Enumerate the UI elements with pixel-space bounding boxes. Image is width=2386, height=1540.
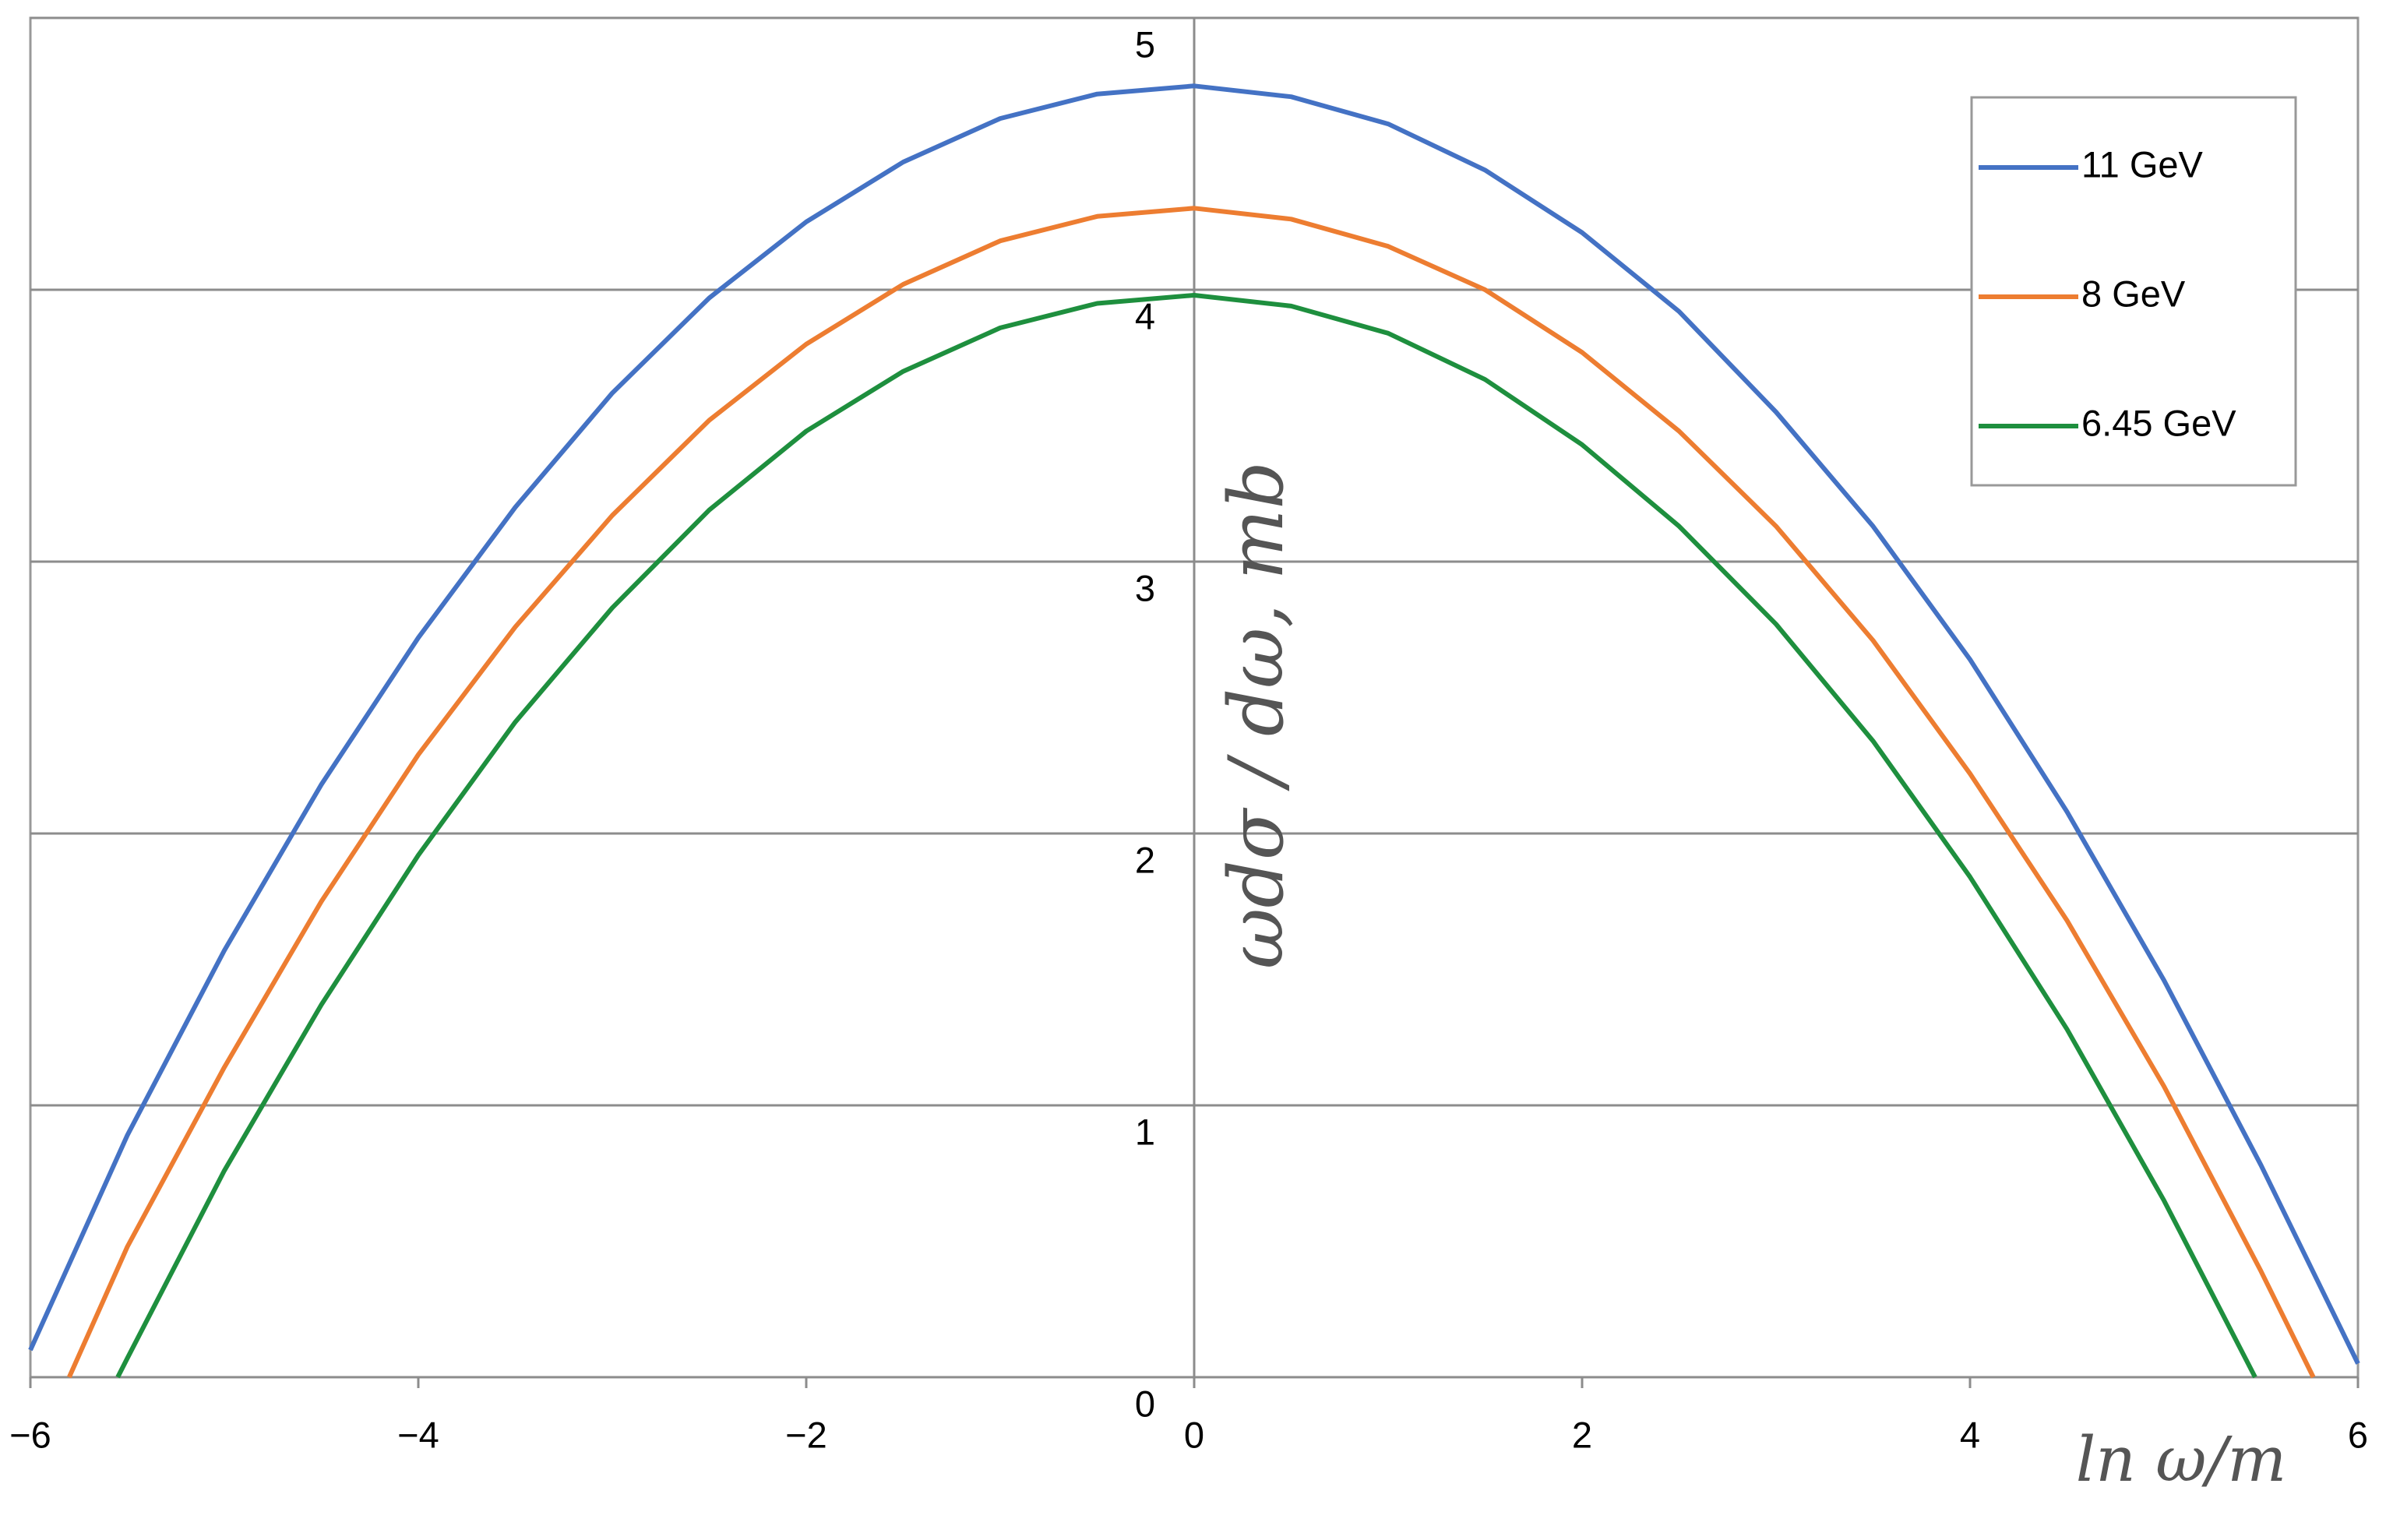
series-line — [67, 206, 2316, 1379]
legend-box — [1970, 96, 2297, 487]
x-tick-label: −6 — [9, 1414, 51, 1455]
x-tick-label: 6 — [2348, 1414, 2368, 1455]
series-line — [28, 83, 2360, 1365]
x-tick-label: 0 — [1184, 1414, 1204, 1455]
y-tick-label: 0 — [1135, 1383, 1155, 1424]
y-tick-label: 4 — [1135, 295, 1155, 337]
grid-layer — [29, 16, 2360, 1388]
x-tick-label: 4 — [1960, 1414, 1980, 1455]
legend-label: 8 GeV — [2081, 273, 2186, 314]
y-tick-label: 5 — [1135, 23, 1155, 65]
y-tick-label: 3 — [1135, 567, 1155, 608]
lines-layer — [28, 83, 2360, 1379]
legend-label: 6.45 GeV — [2081, 402, 2236, 443]
y-tick-label: 1 — [1135, 1111, 1155, 1152]
y-tick-label: 2 — [1135, 839, 1155, 880]
x-tick-label: 2 — [1572, 1414, 1592, 1455]
y-axis-title: ωdσ / dω, mb — [1213, 461, 1300, 969]
series-line — [115, 293, 2257, 1379]
x-tick-label: −4 — [397, 1414, 439, 1455]
legend: 11 GeV 8 GeV 6.45 GeV — [1970, 96, 2297, 487]
x-axis-title: ln ω/m — [2076, 1423, 2287, 1496]
legend-label: 11 GeV — [2081, 143, 2204, 185]
labels-layer: 0 1 2 3 4 5 −6 −4 −2 0 2 4 6 11 GeV 8 GeV 6.45 GeV — [9, 23, 2368, 1455]
x-tick-label: −2 — [785, 1414, 827, 1455]
